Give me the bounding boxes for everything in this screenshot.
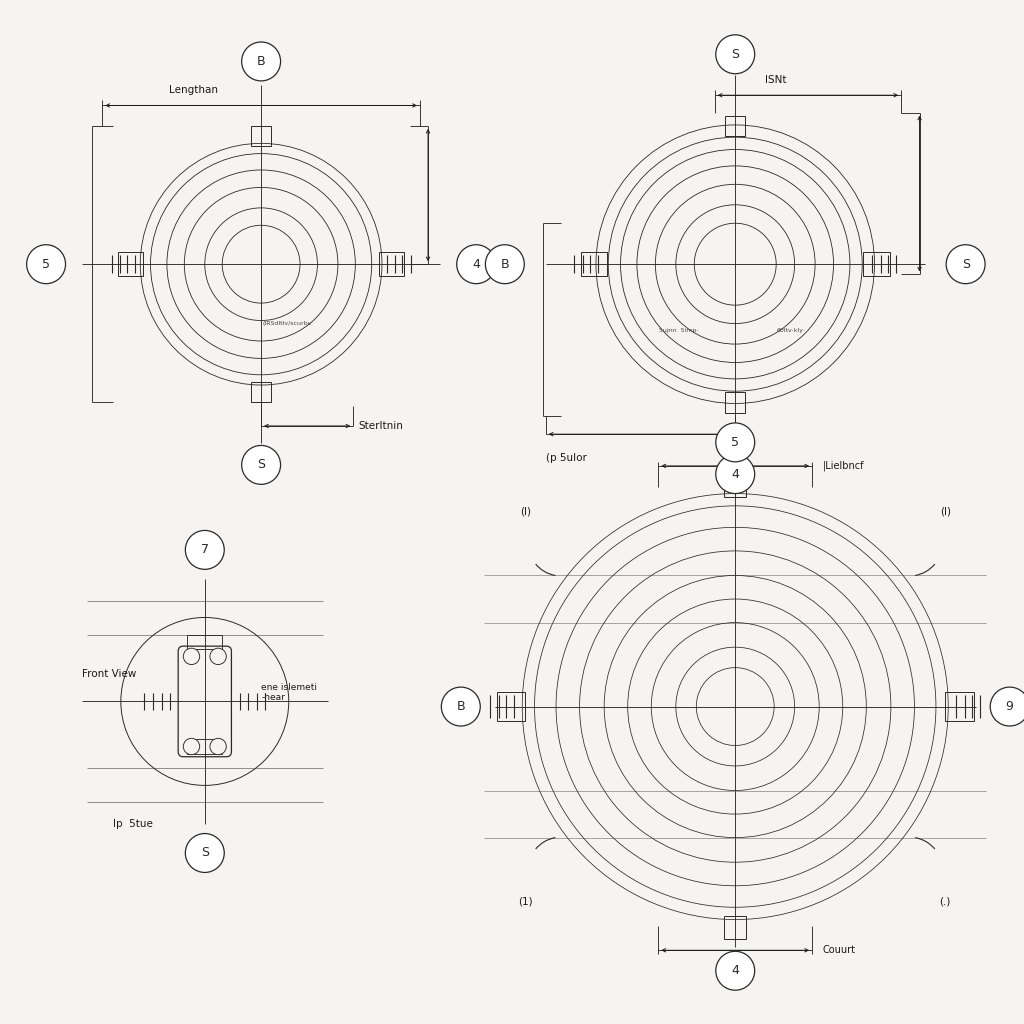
Text: 4: 4: [472, 258, 480, 270]
Bar: [724, 474, 746, 497]
Text: 60ltv·kly·: 60ltv·kly·: [777, 329, 806, 333]
Circle shape: [183, 648, 200, 665]
Text: 4: 4: [731, 468, 739, 480]
Text: 9: 9: [1006, 700, 1014, 713]
Circle shape: [716, 423, 755, 462]
Circle shape: [183, 738, 200, 755]
Text: B: B: [501, 258, 509, 270]
Bar: [379, 252, 404, 276]
Bar: [724, 916, 746, 939]
Text: Sterltnin: Sterltnin: [358, 421, 403, 431]
Bar: [945, 692, 974, 721]
Text: (IRSdltlv/scurbv: (IRSdltlv/scurbv: [262, 322, 311, 326]
Text: S: S: [731, 48, 739, 60]
Text: B: B: [257, 55, 265, 68]
Circle shape: [990, 687, 1024, 726]
Text: |Lielbncf: |Lielbncf: [822, 461, 864, 471]
Text: S: S: [201, 847, 209, 859]
Text: 5ujnn  5imp·: 5ujnn 5imp·: [659, 329, 698, 333]
Bar: [581, 252, 607, 276]
Text: (1): (1): [518, 896, 532, 906]
Bar: [725, 116, 745, 136]
Circle shape: [185, 530, 224, 569]
Text: (.): (.): [939, 896, 951, 906]
Bar: [187, 635, 222, 649]
Circle shape: [716, 35, 755, 74]
Circle shape: [716, 951, 755, 990]
Circle shape: [485, 245, 524, 284]
Text: Couurt: Couurt: [822, 945, 855, 955]
Bar: [863, 252, 890, 276]
Text: ene islemeti
-hear: ene islemeti -hear: [261, 683, 317, 702]
Text: Ip  5tue: Ip 5tue: [113, 819, 153, 829]
Text: Lengthan: Lengthan: [169, 85, 218, 95]
Bar: [251, 382, 271, 402]
Text: (p 5ulor: (p 5ulor: [546, 453, 587, 463]
Text: 5: 5: [42, 258, 50, 270]
Circle shape: [210, 648, 226, 665]
Circle shape: [242, 42, 281, 81]
Text: ISNt: ISNt: [766, 75, 786, 85]
Text: S: S: [962, 258, 970, 270]
Bar: [725, 392, 745, 413]
Text: S: S: [257, 459, 265, 471]
Circle shape: [27, 245, 66, 284]
Circle shape: [242, 445, 281, 484]
Text: Front View: Front View: [82, 669, 136, 679]
Text: 7: 7: [201, 544, 209, 556]
Text: (l): (l): [520, 507, 530, 517]
Circle shape: [210, 738, 226, 755]
Bar: [187, 739, 222, 754]
Text: 5: 5: [731, 436, 739, 449]
Bar: [251, 126, 271, 146]
Bar: [497, 692, 525, 721]
Circle shape: [946, 245, 985, 284]
Circle shape: [457, 245, 496, 284]
Circle shape: [185, 834, 224, 872]
Text: 4: 4: [731, 965, 739, 977]
Text: (l): (l): [940, 507, 950, 517]
Text: B: B: [457, 700, 465, 713]
Bar: [118, 252, 143, 276]
Circle shape: [716, 455, 755, 494]
Circle shape: [441, 687, 480, 726]
